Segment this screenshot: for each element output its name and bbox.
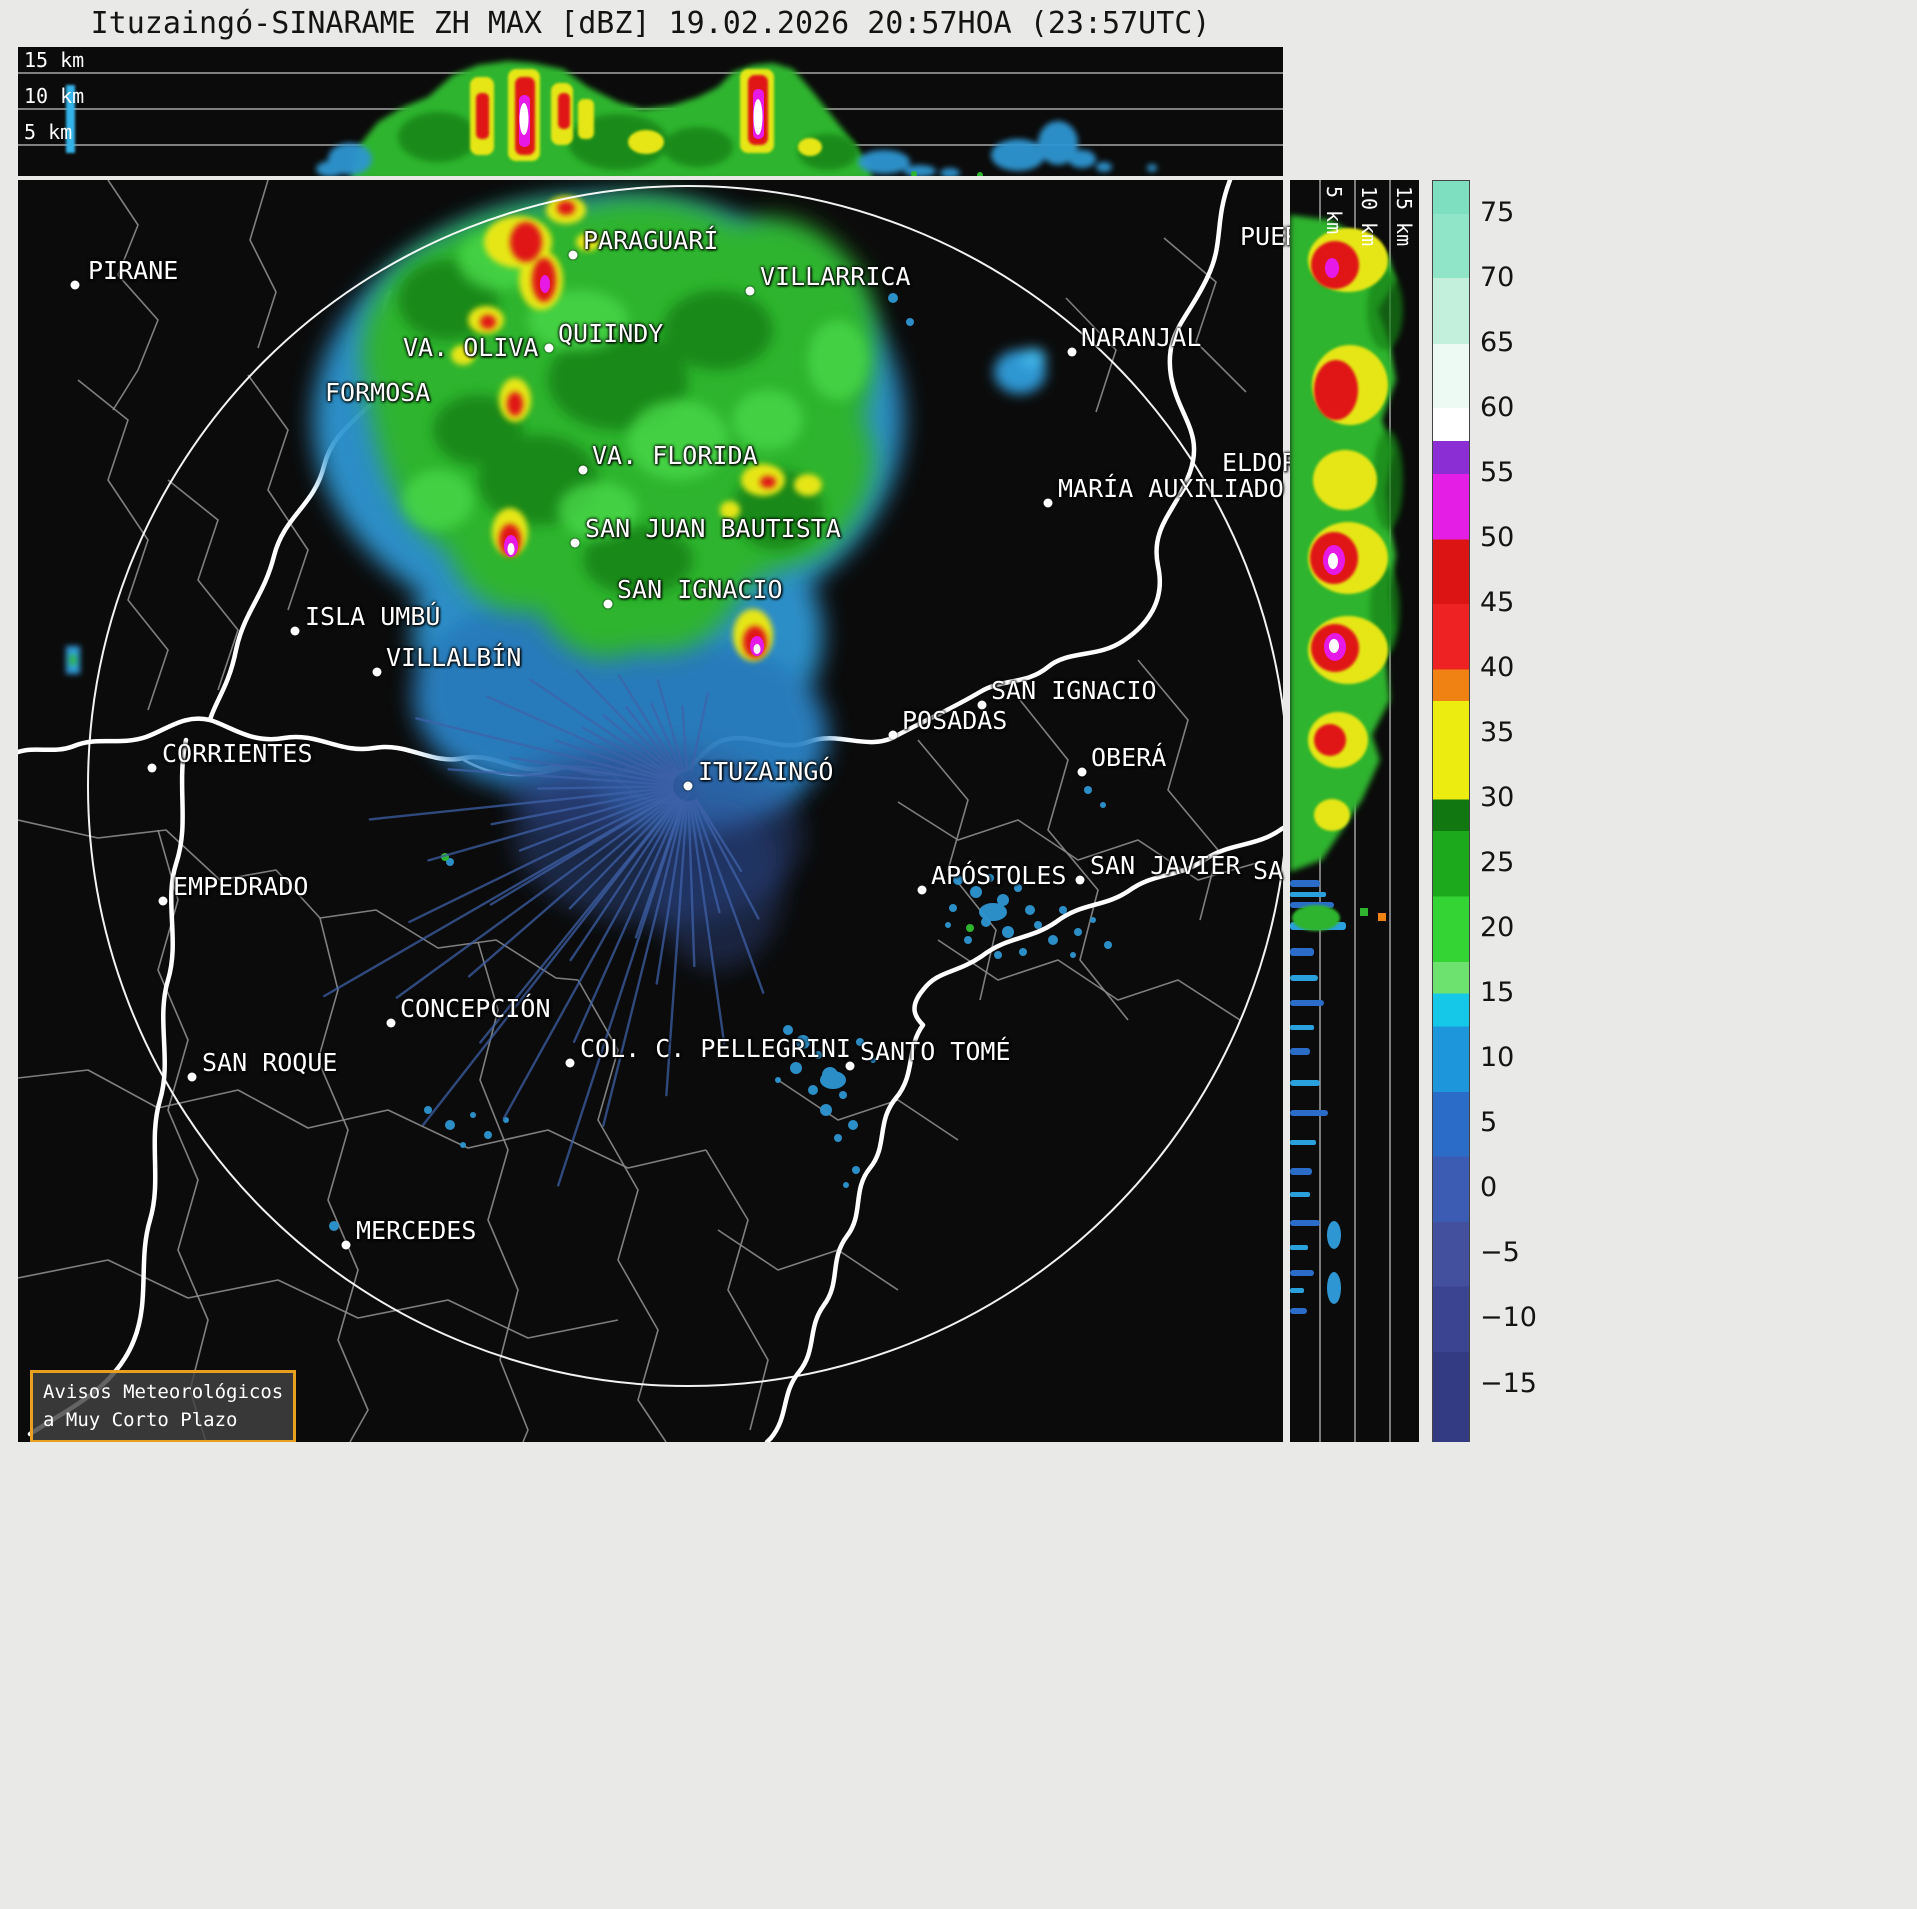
colorbar-tick: −5 xyxy=(1480,1237,1520,1269)
city-label: SANTO TOMÉ xyxy=(860,1037,1011,1066)
city-label: PIRANE xyxy=(88,256,179,285)
city-label: APÓSTOLES xyxy=(931,861,1067,890)
city-label: SAN ROQUE xyxy=(202,1048,338,1077)
city-marker-dot xyxy=(603,599,613,609)
right-xsec-echoes xyxy=(1290,215,1403,1314)
city-label: EMPEDRADO xyxy=(173,872,309,901)
colorbar-tick: 25 xyxy=(1480,847,1515,878)
warning-line-2: a Muy Corto Plazo xyxy=(43,1408,238,1431)
city-label: MARÍA AUXILIADO xyxy=(1058,474,1284,503)
city-marker-dot xyxy=(158,896,168,906)
city-label: SAN IGNACIO xyxy=(991,676,1157,705)
city-marker-dot xyxy=(745,286,755,296)
city-label: FORMOSA xyxy=(325,378,431,407)
altitude-label-15km-vertical: 15 km xyxy=(1392,186,1416,247)
colorbar-tick: 30 xyxy=(1480,782,1515,813)
city-marker-dot xyxy=(1075,875,1085,885)
city-label: ELDOR xyxy=(1222,448,1298,477)
city-marker-dot xyxy=(187,1072,197,1082)
colorbar-tick: 45 xyxy=(1480,586,1515,618)
top-xsec-echoes xyxy=(66,61,1157,176)
altitude-label-15km: 15 km xyxy=(24,48,85,72)
city-label: CONCEPCIÓN xyxy=(400,994,551,1023)
city-marker-dot xyxy=(917,885,927,895)
city-marker-dot xyxy=(290,626,300,636)
city-label: CORRIENTES xyxy=(162,739,313,768)
city-marker-dot xyxy=(341,1240,351,1250)
city-label: SAN IGNACIO xyxy=(617,575,783,604)
city-label: OBERÁ xyxy=(1091,743,1167,772)
city-marker-dot xyxy=(845,1061,855,1071)
colorbar xyxy=(1432,180,1470,1444)
rivers-layer xyxy=(18,180,1283,1442)
city-marker-dot xyxy=(888,730,898,740)
city-label: ISLA UMBÚ xyxy=(305,602,441,631)
city-label: VILLARRICA xyxy=(760,262,911,291)
city-label: SAN JAVIER xyxy=(1090,851,1241,880)
city-marker-dot xyxy=(570,538,580,548)
top-cross-section-panel: 15 km 10 km 5 km xyxy=(18,47,1283,176)
city-label: ITUZAINGÓ xyxy=(698,757,834,786)
city-marker-dot xyxy=(683,781,693,791)
city-marker-dot xyxy=(1077,767,1087,777)
speckle-echoes xyxy=(329,293,1112,1231)
city-label: NARANJAL xyxy=(1081,323,1202,352)
city-marker-dot xyxy=(568,250,578,260)
colorbar-tick: −15 xyxy=(1480,1367,1537,1399)
city-label: COL. C. PELLEGRINI xyxy=(580,1034,851,1063)
colorbar-tick: 55 xyxy=(1480,456,1515,488)
colorbar-tick: 10 xyxy=(1480,1042,1515,1074)
colorbar-tick: 40 xyxy=(1480,651,1515,683)
city-marker-dot xyxy=(544,343,554,353)
clutter-spikes-layer xyxy=(323,669,765,1187)
colorbar-tick: 70 xyxy=(1480,261,1515,293)
product-title: Ituzaingó-SINARAME ZH MAX [dBZ] 19.02.20… xyxy=(90,6,1211,41)
city-label: VA. FLORIDA xyxy=(592,441,758,470)
city-marker-dot xyxy=(578,465,588,475)
city-label: PARAGUARÍ xyxy=(583,226,719,255)
main-radar-plot xyxy=(18,180,1283,1442)
altitude-label-5km-vertical: 5 km xyxy=(1322,186,1346,235)
colorbar-tick: 60 xyxy=(1480,391,1515,423)
borders-layer xyxy=(18,180,1261,1442)
city-layer: PIRANE PARAGUARÍ VILLARRICA QUIINDY VA. OLIV… xyxy=(18,180,1300,1442)
range-ring xyxy=(87,185,1283,1387)
city-label: POSADAS xyxy=(902,706,1008,735)
city-label: QUIINDY xyxy=(558,319,664,348)
colorbar-tick: 5 xyxy=(1480,1107,1498,1139)
right-cross-section-plot xyxy=(1290,180,1403,1442)
main-radar-map: PIRANE PARAGUARÍ VILLARRICA QUIINDY VA. OLIV… xyxy=(18,180,1300,1444)
city-marker-dot xyxy=(1067,347,1077,357)
city-label: SAN JUAN BAUTISTA xyxy=(585,514,841,543)
city-marker-dot xyxy=(565,1058,575,1068)
colorbar-tick: 35 xyxy=(1480,716,1515,748)
colorbar-tick: 75 xyxy=(1480,196,1515,228)
city-marker-dot xyxy=(70,280,80,290)
colorbar-tick: 15 xyxy=(1480,977,1515,1009)
warning-box: Avisos Meteorológicos a Muy Corto Plazo xyxy=(30,1370,297,1444)
colorbar-tick: 65 xyxy=(1480,326,1515,358)
footer: Servicio Meteorológico Nacional Argentin… xyxy=(0,1442,1917,1909)
colorbar-ticks: 75 70 65 60 55 50 45 40 35 30 25 20 15 10 5 0 −5 −10 −15 xyxy=(1480,180,1570,1442)
altitude-label-5km: 5 km xyxy=(24,120,73,144)
city-label: MERCEDES xyxy=(356,1216,477,1245)
city-label: SA xyxy=(1253,856,1284,885)
colorbar-tick: 0 xyxy=(1480,1172,1498,1204)
altitude-label-10km-vertical: 10 km xyxy=(1357,186,1381,247)
warning-line-1: Avisos Meteorológicos xyxy=(43,1381,284,1403)
colorbar-tick: 50 xyxy=(1480,521,1515,553)
colorbar-tick: 20 xyxy=(1480,912,1515,944)
city-label: VILLALBÍN xyxy=(386,643,522,672)
city-label: VA. OLIVA xyxy=(403,333,539,362)
city-marker-dot xyxy=(977,700,987,710)
city-marker-dot xyxy=(372,667,382,677)
city-marker-dot xyxy=(147,763,157,773)
right-cross-section-panel: 5 km 10 km 15 km xyxy=(1290,180,1419,1442)
colorbar-tick: −10 xyxy=(1480,1302,1537,1334)
city-marker-dot xyxy=(1043,498,1053,508)
altitude-label-10km: 10 km xyxy=(24,84,85,108)
city-marker-dot xyxy=(386,1018,396,1028)
top-cross-section-plot xyxy=(18,61,1283,176)
